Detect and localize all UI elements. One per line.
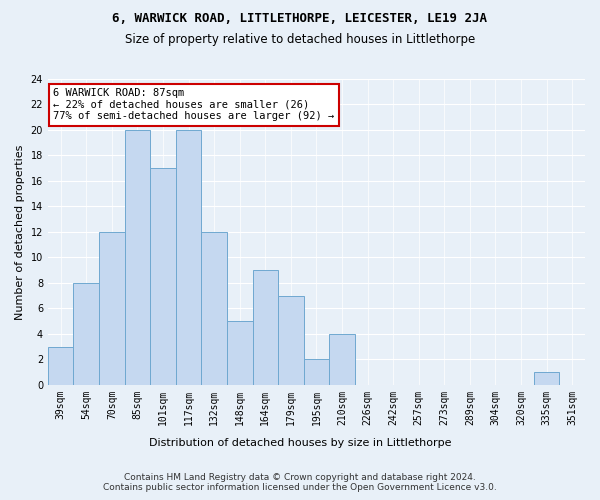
Bar — [534, 372, 559, 385]
Text: Distribution of detached houses by size in Littlethorpe: Distribution of detached houses by size … — [149, 438, 451, 448]
Bar — [48, 346, 73, 385]
Bar — [329, 334, 355, 385]
Bar — [73, 283, 99, 385]
Text: Contains HM Land Registry data © Crown copyright and database right 2024.
Contai: Contains HM Land Registry data © Crown c… — [103, 472, 497, 492]
Bar — [99, 232, 125, 385]
Bar — [253, 270, 278, 385]
Text: Size of property relative to detached houses in Littlethorpe: Size of property relative to detached ho… — [125, 32, 475, 46]
Bar — [176, 130, 202, 385]
Bar — [227, 321, 253, 385]
Text: 6 WARWICK ROAD: 87sqm
← 22% of detached houses are smaller (26)
77% of semi-deta: 6 WARWICK ROAD: 87sqm ← 22% of detached … — [53, 88, 335, 122]
Bar — [278, 296, 304, 385]
Bar — [304, 360, 329, 385]
Y-axis label: Number of detached properties: Number of detached properties — [15, 144, 25, 320]
Bar — [125, 130, 150, 385]
Text: 6, WARWICK ROAD, LITTLETHORPE, LEICESTER, LE19 2JA: 6, WARWICK ROAD, LITTLETHORPE, LEICESTER… — [113, 12, 487, 26]
Bar — [202, 232, 227, 385]
Bar — [150, 168, 176, 385]
